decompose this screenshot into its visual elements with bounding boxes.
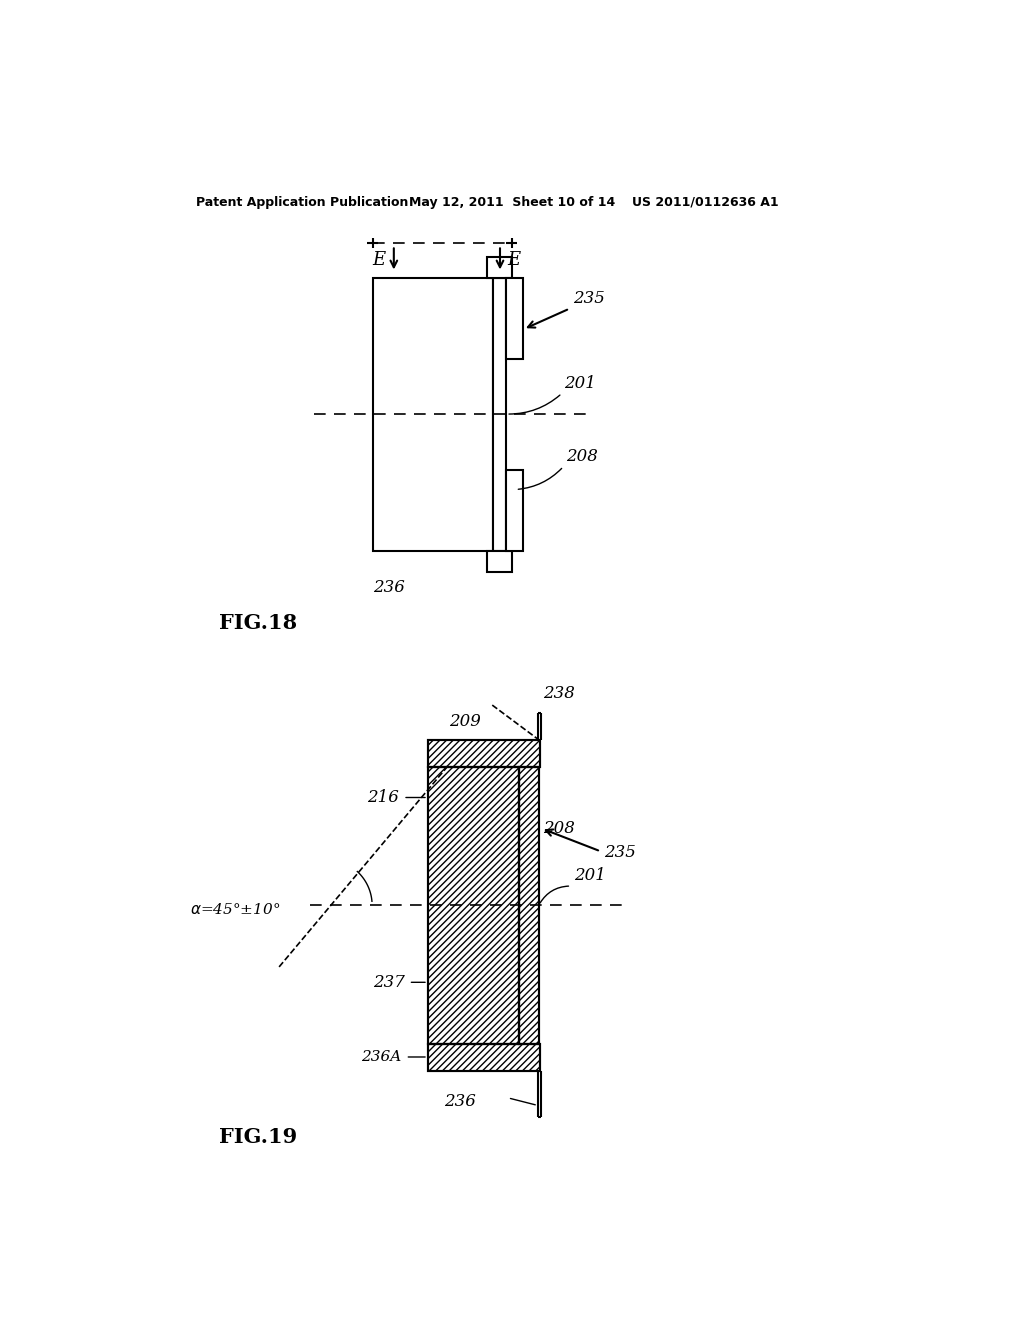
Text: 235: 235	[572, 290, 605, 308]
Bar	[519, 767, 539, 1044]
Text: Patent Application Publication: Patent Application Publication	[197, 195, 409, 209]
Bar	[506, 277, 523, 359]
Bar	[493, 277, 506, 552]
Bar	[486, 257, 512, 277]
Text: E: E	[372, 251, 385, 269]
Bar	[519, 767, 539, 1044]
Bar	[373, 277, 493, 552]
Text: FIG.18: FIG.18	[219, 612, 298, 632]
Text: 208: 208	[543, 820, 574, 837]
Bar	[428, 739, 541, 767]
Text: 236: 236	[444, 1093, 476, 1110]
Text: 238: 238	[543, 685, 574, 702]
Text: $\alpha$=45°±10°: $\alpha$=45°±10°	[190, 902, 281, 916]
Bar	[428, 739, 541, 767]
Bar	[428, 767, 519, 1044]
Bar	[486, 552, 512, 572]
Text: 216: 216	[368, 789, 399, 807]
Text: 235: 235	[604, 845, 636, 862]
Bar	[519, 767, 539, 1044]
Text: FIG.19: FIG.19	[219, 1127, 298, 1147]
Text: 201: 201	[573, 867, 605, 884]
Bar	[428, 1044, 541, 1071]
Text: 208: 208	[566, 447, 598, 465]
Bar	[428, 1044, 541, 1071]
Bar	[428, 767, 519, 1044]
Text: May 12, 2011  Sheet 10 of 14: May 12, 2011 Sheet 10 of 14	[409, 195, 614, 209]
Text: 236: 236	[373, 578, 404, 595]
Text: 209: 209	[450, 713, 481, 730]
Bar	[506, 470, 523, 552]
Text: E: E	[508, 251, 521, 269]
Text: 237: 237	[373, 974, 404, 991]
Bar	[428, 767, 519, 1044]
Bar	[428, 1044, 541, 1071]
Text: US 2011/0112636 A1: US 2011/0112636 A1	[632, 195, 778, 209]
Text: 201: 201	[564, 375, 596, 392]
Text: 236A: 236A	[361, 1049, 401, 1064]
Bar	[428, 739, 541, 767]
